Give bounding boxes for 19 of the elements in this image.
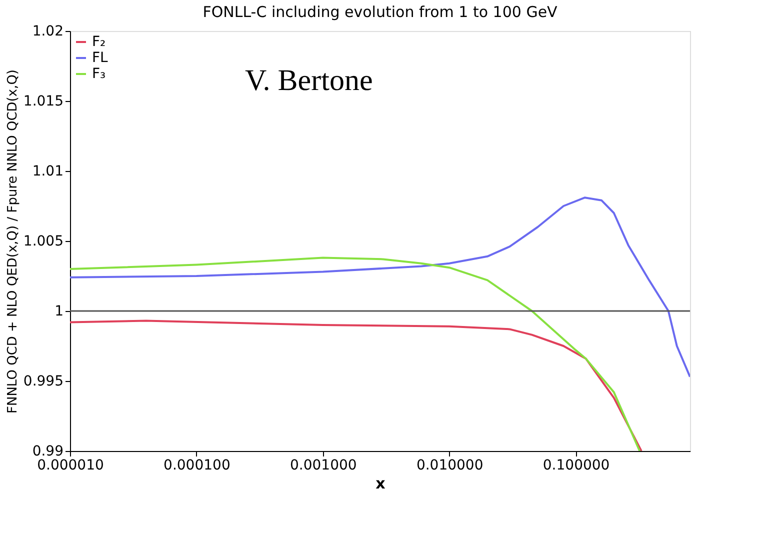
x-tick-label: 0.100000 bbox=[542, 458, 610, 474]
y-tick-label: 1.02 bbox=[32, 24, 64, 40]
y-tick-label: 1.005 bbox=[23, 234, 64, 250]
x-tick-label: 0.000010 bbox=[37, 458, 104, 474]
annotation: V. Bertone bbox=[245, 64, 373, 97]
chart-title: FONLL-C including evolution from 1 to 100 GeV bbox=[202, 3, 558, 21]
legend-label: FL bbox=[92, 50, 108, 66]
x-axis-title: x bbox=[376, 474, 386, 492]
x-tick-label: 0.001000 bbox=[290, 458, 357, 474]
y-tick-label: 1.015 bbox=[23, 94, 64, 110]
legend-label: F₃ bbox=[92, 66, 106, 82]
y-tick-label: 0.99 bbox=[32, 444, 64, 460]
y-tick-label: 0.995 bbox=[23, 374, 64, 390]
y-tick-label: 1.01 bbox=[32, 164, 64, 180]
x-tick-label: 0.010000 bbox=[416, 458, 484, 474]
x-tick-label: 0.000100 bbox=[164, 458, 230, 474]
y-tick-label: 1 bbox=[54, 304, 64, 320]
y-axis-title: FNNLO QCD + NLO QED(x,Q) / Fpure NNLO QCD(x,Q) bbox=[5, 70, 20, 414]
legend-label: F₂ bbox=[92, 34, 106, 50]
